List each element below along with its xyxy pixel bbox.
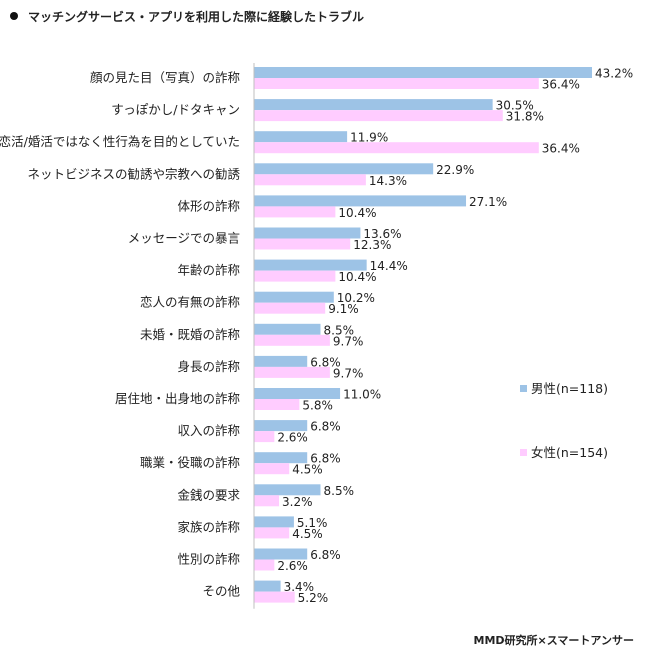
data-label-female: 14.3% — [369, 174, 407, 188]
category-label: 顔の見た目（写真）の詐称 — [90, 70, 240, 85]
data-label-male: 6.8% — [310, 452, 341, 466]
chart-title-text: マッチングサービス・アプリを利用した際に経験したトラブル — [28, 10, 365, 24]
data-label-male: 27.1% — [469, 195, 507, 209]
data-label-female: 31.8% — [506, 110, 544, 124]
bar-male — [254, 131, 348, 143]
data-label-male: 6.8% — [310, 355, 341, 369]
data-label-male: 8.5% — [324, 484, 355, 498]
bar-female — [254, 495, 280, 507]
data-label-female: 10.4% — [338, 206, 376, 220]
data-label-male: 10.2% — [337, 291, 375, 305]
data-label-male: 14.4% — [370, 259, 408, 273]
bar-male — [254, 388, 341, 399]
data-label-female: 5.8% — [302, 399, 333, 413]
bar-female — [254, 206, 336, 218]
bar-female — [254, 463, 290, 475]
legend-item-female: 女性(n=154) — [520, 442, 608, 461]
bar-male — [254, 516, 294, 528]
bar-male — [254, 355, 308, 367]
bar-female — [254, 399, 300, 410]
legend-label-male: 男性(n=118) — [531, 381, 609, 396]
bullet-icon — [10, 12, 18, 20]
bar-male — [254, 195, 467, 207]
bar-male — [254, 484, 321, 496]
data-label-male: 5.1% — [297, 516, 328, 530]
data-label-female: 36.4% — [542, 142, 580, 156]
data-label-male: 43.2% — [595, 67, 633, 81]
data-label-female: 5.2% — [298, 591, 329, 605]
category-label: 職業・役職の詐称 — [140, 455, 240, 470]
data-label-male: 13.6% — [363, 227, 401, 241]
bar-male — [254, 580, 281, 592]
bar-female — [254, 527, 290, 539]
data-label-female: 4.5% — [292, 527, 323, 541]
bar-female — [254, 366, 330, 378]
legend-swatch-male — [520, 385, 527, 392]
bar-female — [254, 142, 539, 154]
bar-male — [254, 323, 321, 335]
legend-item-male: 男性(n=118) — [520, 378, 608, 397]
category-label: ネットビジネスの勧誘や宗教への勧誘 — [27, 166, 240, 181]
category-label: メッセージでの暴言 — [128, 231, 240, 246]
data-label-male: 11.0% — [343, 388, 381, 402]
category-label: 居住地・出身地の詐称 — [115, 391, 240, 406]
data-label-female: 12.3% — [353, 238, 391, 252]
data-label-female: 9.7% — [333, 366, 364, 380]
category-label: 恋人の有無の詐称 — [140, 295, 240, 310]
category-label: すっぽかし/ドタキャン — [111, 102, 240, 117]
category-label: 金銭の要求 — [177, 487, 240, 502]
bar-female — [254, 78, 539, 89]
data-label-male: 6.8% — [310, 420, 341, 434]
category-label: 家族の詐称 — [177, 519, 240, 534]
bar-male — [254, 452, 308, 464]
data-label-female: 9.7% — [333, 334, 364, 348]
bar-female — [254, 302, 326, 314]
data-label-male: 11.9% — [350, 131, 388, 145]
bar-male — [254, 420, 308, 432]
data-label-female: 2.6% — [277, 559, 308, 573]
bar-female — [254, 270, 336, 282]
category-label: 性別の詐称 — [177, 552, 240, 567]
bar-female — [254, 238, 351, 250]
bar-male — [254, 291, 334, 303]
category-label: 体形の詐称 — [177, 198, 240, 213]
bar-male — [254, 227, 361, 239]
category-label: 未婚・既婚の詐称 — [140, 327, 240, 342]
category-label: 恋活/婚活ではなく性行為を目的としていた — [0, 134, 240, 149]
data-label-female: 2.6% — [277, 431, 308, 445]
bar-male — [254, 163, 434, 175]
category-label: 年齢の詐称 — [177, 263, 240, 278]
bar-female — [254, 559, 275, 571]
chart-title: マッチングサービス・アプリを利用した際に経験したトラブル — [10, 8, 364, 25]
data-label-male: 22.9% — [436, 163, 474, 177]
data-label-female: 4.5% — [292, 463, 323, 477]
category-label: その他 — [202, 584, 240, 599]
category-label: 身長の詐称 — [177, 359, 240, 374]
bar-male — [254, 259, 367, 271]
data-label-female: 36.4% — [542, 78, 580, 92]
data-label-male: 8.5% — [324, 323, 355, 337]
legend-swatch-female — [520, 449, 527, 456]
data-label-male: 3.4% — [284, 580, 315, 594]
bar-female — [254, 174, 366, 186]
source-credit: MMD研究所×スマートアンサー — [473, 634, 634, 647]
bar-female — [254, 334, 330, 346]
bar-female — [254, 431, 275, 443]
data-label-male: 6.8% — [310, 548, 341, 562]
category-label: 収入の詐称 — [177, 423, 240, 438]
data-label-female: 3.2% — [282, 495, 313, 509]
bar-female — [254, 591, 295, 603]
data-label-female: 10.4% — [338, 270, 376, 284]
data-label-male: 30.5% — [496, 99, 534, 113]
bar-male — [254, 99, 493, 111]
bar-male — [254, 548, 308, 560]
bar-male — [254, 67, 592, 78]
data-label-female: 9.1% — [328, 302, 359, 316]
bar-female — [254, 110, 503, 122]
legend-label-female: 女性(n=154) — [531, 445, 609, 460]
